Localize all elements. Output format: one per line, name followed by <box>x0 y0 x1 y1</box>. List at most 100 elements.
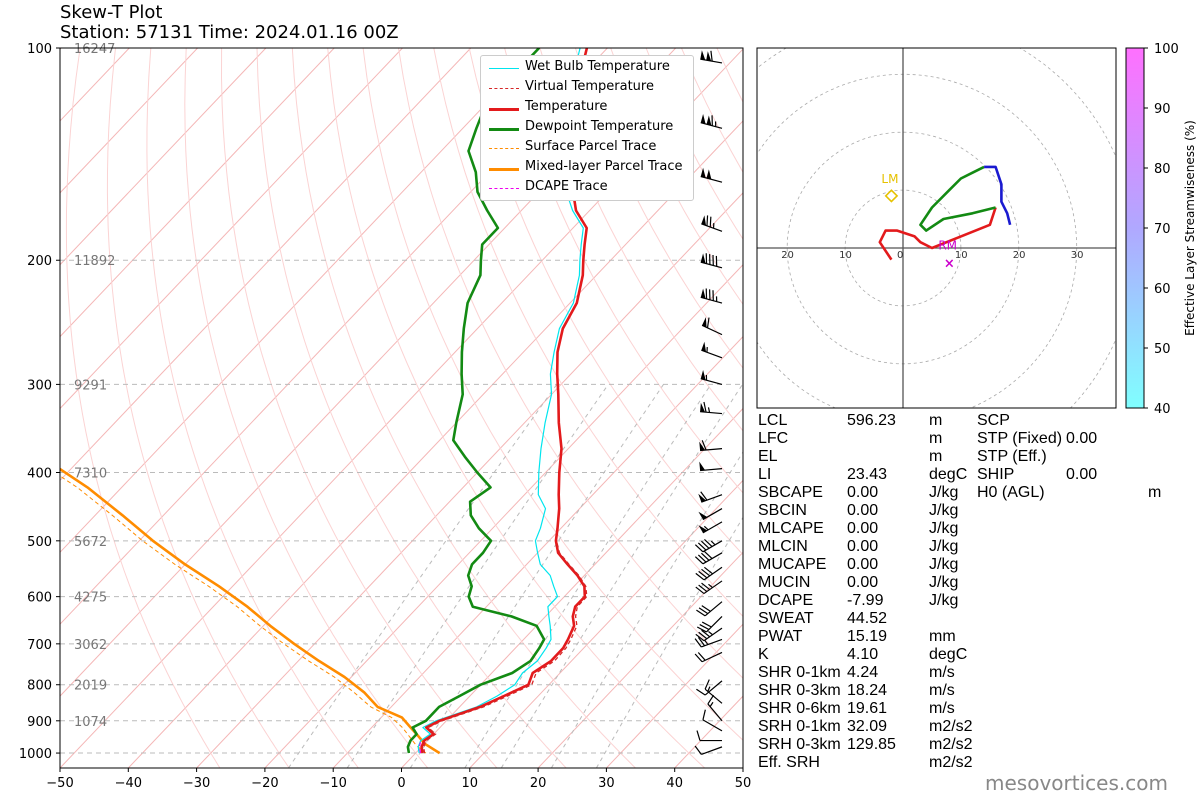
wind-barb <box>698 508 723 521</box>
param-name: SHR 0-3km <box>758 682 841 699</box>
dry-adiabat <box>256 48 567 768</box>
param-unit: degC <box>929 646 968 663</box>
param-value: 0.00 <box>847 484 879 501</box>
dry-adiabat <box>398 48 743 679</box>
param-value: 19.61 <box>847 700 888 717</box>
param-name: SBCIN <box>758 502 807 519</box>
wind-barb <box>701 341 723 359</box>
height-label: 11892 <box>74 254 115 269</box>
param-unit: m/s <box>929 700 955 717</box>
series-mixed-layer-parcel-trace <box>60 467 441 755</box>
param-name: STP (Fixed) <box>977 430 1063 447</box>
param-value: 0.00 <box>847 538 879 555</box>
series-virtual-temperature <box>422 540 588 754</box>
param-name: LCL <box>758 412 788 429</box>
hodo-trace-3-6km <box>919 165 996 232</box>
y-tick-label: 800 <box>27 679 52 694</box>
wind-barb <box>700 167 723 183</box>
hodo-ring-label: 20 <box>781 250 794 261</box>
lm-marker <box>884 189 899 203</box>
hodograph-area: 20 10 0 10 20 30 LM × RM <box>757 48 1116 408</box>
legend-swatch <box>489 88 519 89</box>
hodo-ring-label: 20 <box>1013 250 1026 261</box>
param-unit: J/kg <box>929 556 959 573</box>
colorbar-tick-label: 100 <box>1154 42 1179 57</box>
height-label: 9291 <box>74 378 107 393</box>
x-tick-label: 0 <box>397 776 405 791</box>
legend-label: Dewpoint Temperature <box>525 119 674 134</box>
height-label: 2019 <box>74 679 107 694</box>
param-value: 0.00 <box>847 502 879 519</box>
param-name: SHIP <box>977 466 1015 483</box>
wind-barb <box>696 730 722 742</box>
param-value: -7.99 <box>847 592 884 609</box>
wind-barb <box>700 253 723 269</box>
mixing-ratio-line <box>346 384 609 768</box>
param-unit: mm <box>929 628 956 645</box>
x-tick-label: 20 <box>530 776 547 791</box>
x-tick-label: 50 <box>735 776 752 791</box>
isotherm <box>60 48 198 194</box>
y-tick-label: 200 <box>27 254 52 269</box>
param-name: SRH 0-3km <box>758 736 841 753</box>
wind-barb <box>694 651 723 663</box>
isotherm <box>469 479 743 768</box>
wind-barb <box>694 745 723 755</box>
wind-barb <box>700 50 723 64</box>
param-name: STP (Eff.) <box>977 448 1047 465</box>
param-name: SHR 0-1km <box>758 664 841 681</box>
wind-barb <box>707 694 723 722</box>
y-tick-label: 1000 <box>19 747 52 762</box>
dry-adiabat <box>574 48 743 369</box>
height-label: 3062 <box>74 638 107 653</box>
hodo-ring-label: 10 <box>839 250 852 261</box>
colorbar-tick-label: 40 <box>1154 402 1171 417</box>
wind-barb <box>694 550 723 565</box>
height-label: 5672 <box>74 535 107 550</box>
param-unit: m2/s2 <box>929 718 973 735</box>
y-tick-label: 100 <box>27 42 52 57</box>
legend-swatch <box>489 68 519 69</box>
plot-area <box>60 48 743 768</box>
chart-title: Skew-T Plot <box>60 2 163 23</box>
param-name: SCP <box>977 412 1010 429</box>
isotherm <box>60 48 540 554</box>
chart-subtitle: Station: 57131 Time: 2024.01.16 00Z <box>60 22 399 43</box>
wind-barb <box>701 215 723 232</box>
param-name: LFC <box>758 430 789 447</box>
dry-adiabat <box>220 48 498 768</box>
dry-adiabat <box>504 48 743 494</box>
legend-label: Mixed-layer Parcel Trace <box>525 159 683 174</box>
wind-barb <box>698 491 723 503</box>
series-temperature <box>420 48 589 754</box>
param-name: MUCIN <box>758 574 811 591</box>
mixing-ratio-line <box>550 451 743 768</box>
watermark: mesovortices.com <box>985 771 1168 795</box>
wind-barb <box>694 637 723 648</box>
param-name: MLCIN <box>758 538 808 555</box>
colorbar-label: Effective Layer Streamwiseness (%) <box>1183 120 1197 336</box>
wind-barb <box>695 627 723 642</box>
param-name: SHR 0-6km <box>758 700 841 717</box>
param-value: 18.24 <box>847 682 888 699</box>
param-value: 0.00 <box>847 556 879 573</box>
hodo-trace-6-9km <box>984 165 1012 226</box>
param-value: 4.24 <box>847 664 879 681</box>
wind-barb <box>700 370 723 385</box>
param-unit: degC <box>929 466 968 483</box>
mixing-ratio-line <box>464 384 712 768</box>
colorbar-tick-label: 80 <box>1154 162 1171 177</box>
y-tick-label: 300 <box>27 378 52 393</box>
y-tick-label: 700 <box>27 638 52 653</box>
wind-barb <box>699 461 723 472</box>
wind-barb <box>700 401 723 415</box>
wind-barb <box>695 566 723 581</box>
x-tick-label: −30 <box>183 776 210 791</box>
param-unit: m/s <box>929 664 955 681</box>
isotherm <box>196 192 743 768</box>
param-unit: J/kg <box>929 592 959 609</box>
wind-barb <box>696 601 723 617</box>
param-value: 32.09 <box>847 718 888 735</box>
